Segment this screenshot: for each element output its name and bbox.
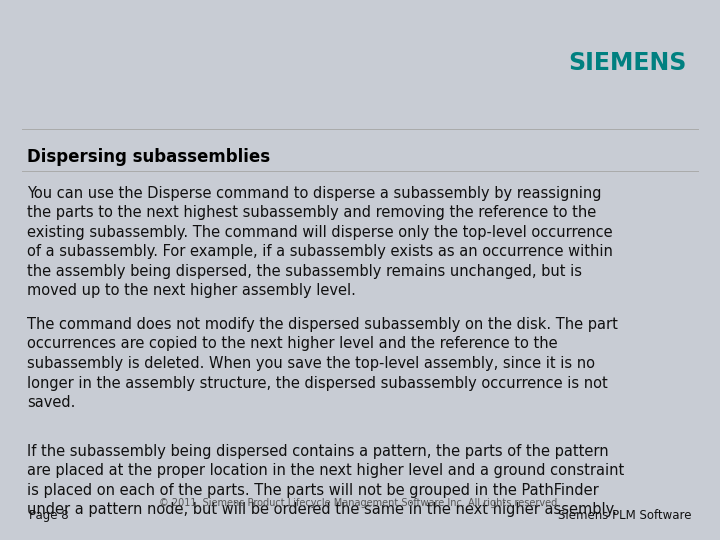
Text: If the subassembly being dispersed contains a pattern, the parts of the pattern
: If the subassembly being dispersed conta… (27, 444, 624, 517)
Text: Dispersing subassemblies: Dispersing subassemblies (27, 148, 270, 166)
Text: SIEMENS: SIEMENS (569, 51, 687, 75)
Text: © 2011. Siemens Product Lifecycle Management Software Inc. All rights reserved.: © 2011. Siemens Product Lifecycle Manage… (159, 498, 561, 508)
Text: The command does not modify the dispersed subassembly on the disk. The part
occu: The command does not modify the disperse… (27, 317, 618, 410)
Text: You can use the Disperse command to disperse a subassembly by reassigning
the pa: You can use the Disperse command to disp… (27, 186, 613, 298)
Text: Siemens PLM Software: Siemens PLM Software (558, 509, 691, 522)
Text: Page 8: Page 8 (29, 509, 68, 522)
